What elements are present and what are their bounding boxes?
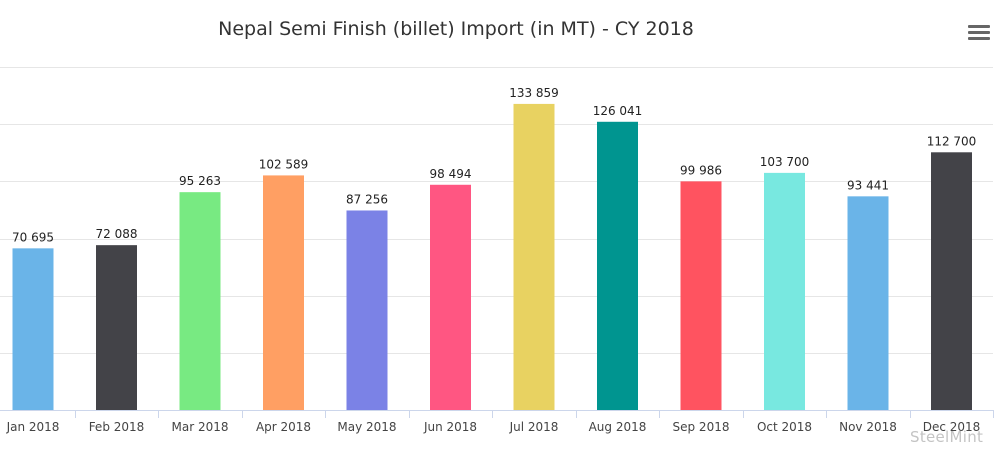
data-label: 98 494 <box>430 167 472 181</box>
bar-jul-2018 <box>513 103 555 410</box>
watermark-logo: SteelMint <box>910 428 984 446</box>
bar-dec-2018 <box>931 152 972 410</box>
data-label: 133 859 <box>509 86 559 100</box>
x-tick-label: Sep 2018 <box>673 420 730 434</box>
bar-nov-2018 <box>847 196 889 410</box>
data-label: 87 256 <box>346 192 388 206</box>
x-tick-label: May 2018 <box>337 420 396 434</box>
x-tick-label: Jun 2018 <box>423 420 477 434</box>
x-tick-label: Nov 2018 <box>839 420 897 434</box>
chart-title: Nepal Semi Finish (billet) Import (in MT… <box>218 18 694 40</box>
data-label: 112 700 <box>927 134 977 148</box>
data-label: 99 986 <box>680 163 722 177</box>
hamburger-menu-icon[interactable] <box>968 25 990 45</box>
bar-sep-2018 <box>680 181 722 410</box>
x-tick-label: Aug 2018 <box>589 420 647 434</box>
x-tick-label: Jan 2018 <box>6 420 60 434</box>
bar-jun-2018 <box>430 184 471 410</box>
x-tick-label: Oct 2018 <box>757 420 812 434</box>
bar-may-2018 <box>346 210 388 410</box>
x-tick-label: Dec 2018 <box>923 420 981 434</box>
bar-jan-2018 <box>12 248 54 410</box>
x-tick-label: Feb 2018 <box>89 420 145 434</box>
bar-oct-2018 <box>764 172 805 410</box>
x-tick-label: Jul 2018 <box>509 420 559 434</box>
data-label: 126 041 <box>593 104 643 118</box>
bar-apr-2018 <box>263 175 304 410</box>
x-tick-label: Apr 2018 <box>256 420 311 434</box>
data-label: 72 088 <box>96 227 138 241</box>
bar-mar-2018 <box>179 192 221 410</box>
data-label: 95 263 <box>179 174 221 188</box>
data-label: 102 589 <box>259 157 309 171</box>
bar-aug-2018 <box>597 121 638 410</box>
data-label: 70 695 <box>12 230 54 244</box>
bar-feb-2018 <box>96 245 137 410</box>
data-label: 103 700 <box>760 155 810 169</box>
x-tick-label: Mar 2018 <box>172 420 229 434</box>
data-label: 93 441 <box>847 178 889 192</box>
